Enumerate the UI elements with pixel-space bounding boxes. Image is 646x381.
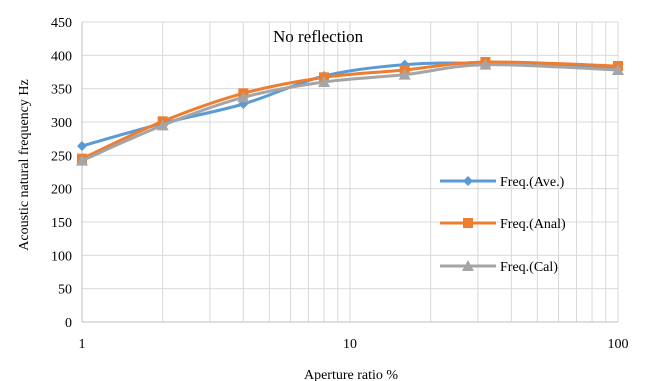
data-point <box>77 141 87 151</box>
y-tick-label: 450 <box>51 16 72 31</box>
data-point <box>156 119 169 131</box>
y-tick-label: 300 <box>51 116 72 131</box>
data-point <box>318 76 331 87</box>
legend-label: Freq.(Anal) <box>500 217 566 232</box>
tick-labels: 0 50 100 150 200 250 300 350 400 450 1 10 100 <box>51 16 629 352</box>
y-tick-label: 100 <box>51 249 72 264</box>
legend-label: Freq.(Ave.) <box>500 175 565 190</box>
legend-item-1: Freq.(Anal) <box>440 217 566 232</box>
y-tick-label: 250 <box>51 149 72 164</box>
y-tick-label: 150 <box>51 216 72 231</box>
y-tick-label: 200 <box>51 183 72 198</box>
y-tick-label: 400 <box>51 49 72 64</box>
chart-annotation: No reflection <box>273 27 364 46</box>
series-group <box>76 57 624 166</box>
axes <box>81 22 618 323</box>
data-point <box>76 154 88 166</box>
legend: Freq.(Ave.) Freq.(Anal) Freq.(Cal) <box>440 175 566 275</box>
legend-marker <box>463 176 473 186</box>
y-axis-label: Acoustic natural frequency Hz <box>17 79 32 250</box>
x-tick-label: 100 <box>608 337 629 352</box>
legend-item-0: Freq.(Ave.) <box>440 175 565 190</box>
y-tick-label: 50 <box>58 283 72 298</box>
data-point <box>479 58 492 70</box>
data-point <box>612 64 624 75</box>
data-point <box>237 91 250 103</box>
legend-marker <box>462 260 474 271</box>
x-axis-label: Aperture ratio % <box>304 368 398 381</box>
data-point <box>398 68 411 80</box>
x-tick-label: 1 <box>79 337 86 352</box>
grid <box>81 21 619 323</box>
series-2 <box>76 58 624 166</box>
y-tick-label: 0 <box>65 316 72 331</box>
legend-label: Freq.(Cal) <box>500 260 558 275</box>
legend-marker <box>463 218 473 228</box>
legend-item-2: Freq.(Cal) <box>440 260 558 275</box>
x-tick-label: 10 <box>343 337 357 352</box>
y-tick-label: 350 <box>51 83 72 98</box>
